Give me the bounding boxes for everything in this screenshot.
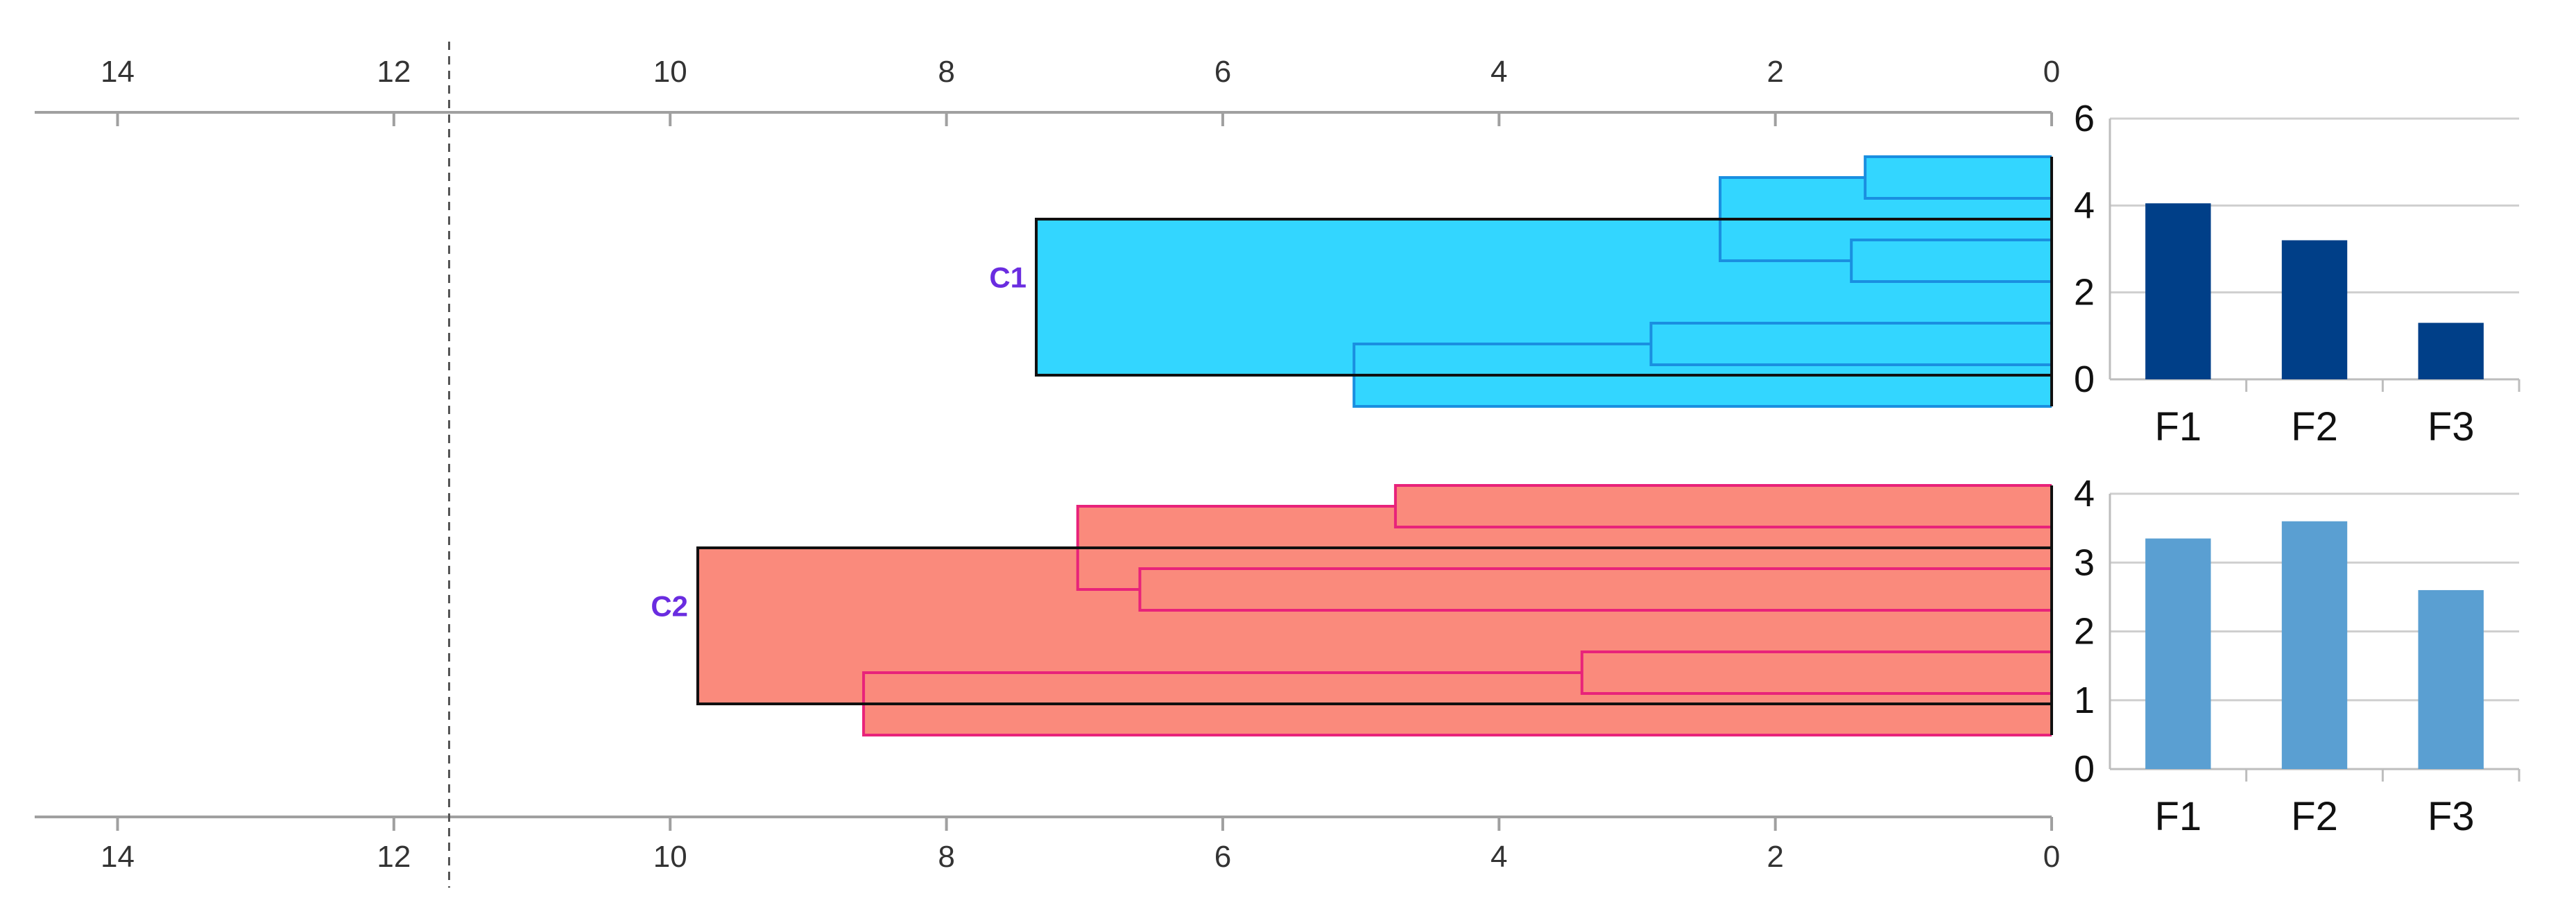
x-tick-label-bottom: 2 xyxy=(1767,840,1783,874)
y-tick-label: 2 xyxy=(2074,611,2095,653)
bar-f1 xyxy=(2145,203,2211,379)
x-tick-label-bottom: 10 xyxy=(653,840,687,874)
x-tick-label-bottom: 4 xyxy=(1491,840,1507,874)
x-tick-label-bottom: 12 xyxy=(377,840,411,874)
dendrogram: 14 14 12 12 10 10 8 8 6 6 4 4 2 2 0 0 C1 C2 xyxy=(35,42,2060,888)
bar-f1 xyxy=(2145,538,2211,769)
cluster-label-c2: C2 xyxy=(651,590,688,623)
cluster-fill-c1 xyxy=(1036,219,2052,375)
y-tick-label: 0 xyxy=(2074,359,2095,400)
y-tick-label: 2 xyxy=(2074,272,2095,313)
x-category-label: F2 xyxy=(2291,404,2338,449)
bar-f3 xyxy=(2418,322,2484,379)
x-tick-label-top: 10 xyxy=(653,55,687,89)
x-tick-label-bottom: 14 xyxy=(101,840,135,874)
x-tick-label-top: 4 xyxy=(1491,55,1507,89)
bar-chart-bottom: 0 1 2 3 4 F1 F2 F3 xyxy=(2074,473,2521,839)
x-tick-label-bottom: 0 xyxy=(2043,840,2060,874)
x-tick-label-bottom: 8 xyxy=(938,840,954,874)
x-category-label: F1 xyxy=(2154,404,2201,449)
x-category-label: F2 xyxy=(2291,794,2338,839)
bar-f3 xyxy=(2418,589,2484,769)
y-tick-label: 6 xyxy=(2074,98,2095,139)
x-tick-label-top: 12 xyxy=(377,55,411,89)
dendrogram-link xyxy=(1864,155,2052,200)
x-tick-label-bottom: 6 xyxy=(1214,840,1231,874)
cluster-label-c1: C1 xyxy=(989,261,1027,294)
x-category-label: F1 xyxy=(2154,794,2201,839)
y-tick-label: 1 xyxy=(2074,680,2095,721)
y-tick-label: 3 xyxy=(2074,542,2095,583)
y-tick-label: 0 xyxy=(2074,748,2095,790)
x-tick-label-top: 8 xyxy=(938,55,954,89)
x-tick-label-top: 14 xyxy=(101,55,135,89)
x-category-label: F3 xyxy=(2428,404,2475,449)
y-tick-label: 4 xyxy=(2074,184,2095,226)
cluster-fill-c2 xyxy=(698,548,2052,704)
x-tick-label-top: 2 xyxy=(1767,55,1783,89)
bar-f2 xyxy=(2281,240,2348,379)
bar-chart-top: 0 2 4 6 F1 F2 F3 xyxy=(2074,98,2521,449)
x-category-label: F3 xyxy=(2428,794,2475,839)
x-tick-label-top: 6 xyxy=(1214,55,1231,89)
y-tick-label: 4 xyxy=(2074,473,2095,515)
x-tick-label-top: 0 xyxy=(2043,55,2060,89)
bar-f2 xyxy=(2281,521,2348,769)
